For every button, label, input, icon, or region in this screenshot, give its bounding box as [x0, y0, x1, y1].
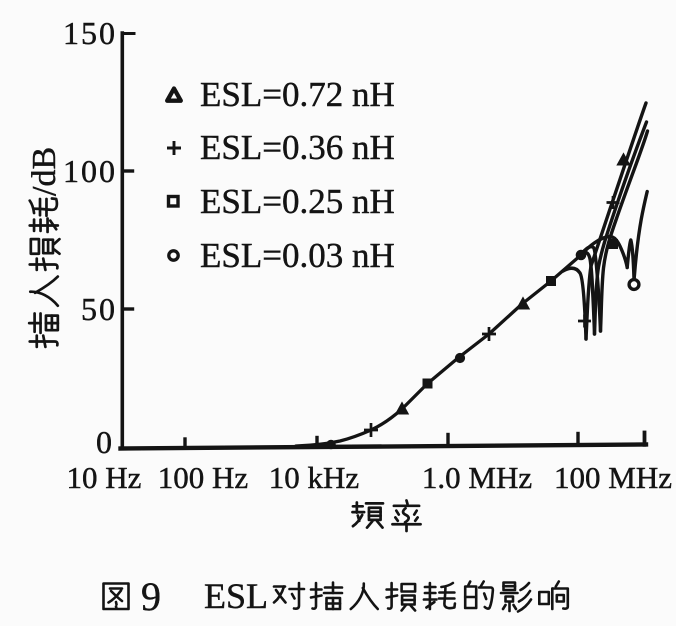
svg-text:10 kHz: 10 kHz — [269, 460, 359, 495]
svg-text:/dB: /dB — [26, 147, 63, 196]
svg-text:9: 9 — [141, 574, 161, 619]
svg-text:10 Hz: 10 Hz — [67, 460, 142, 495]
svg-text:100: 100 — [63, 153, 117, 189]
svg-text:150: 150 — [63, 15, 117, 51]
svg-text:50: 50 — [81, 291, 117, 327]
svg-text:ESL: ESL — [204, 576, 268, 616]
svg-text:ESL=0.03 nH: ESL=0.03 nH — [200, 236, 395, 275]
svg-text:100 Hz: 100 Hz — [158, 460, 248, 495]
svg-text:100 MHz: 100 MHz — [554, 460, 672, 495]
svg-text:ESL=0.72 nH: ESL=0.72 nH — [200, 75, 395, 114]
svg-text:ESL=0.25 nH: ESL=0.25 nH — [200, 182, 395, 221]
svg-text:ESL=0.36 nH: ESL=0.36 nH — [200, 128, 395, 167]
svg-text:0: 0 — [96, 424, 114, 460]
svg-text:1.0 MHz: 1.0 MHz — [422, 460, 532, 495]
